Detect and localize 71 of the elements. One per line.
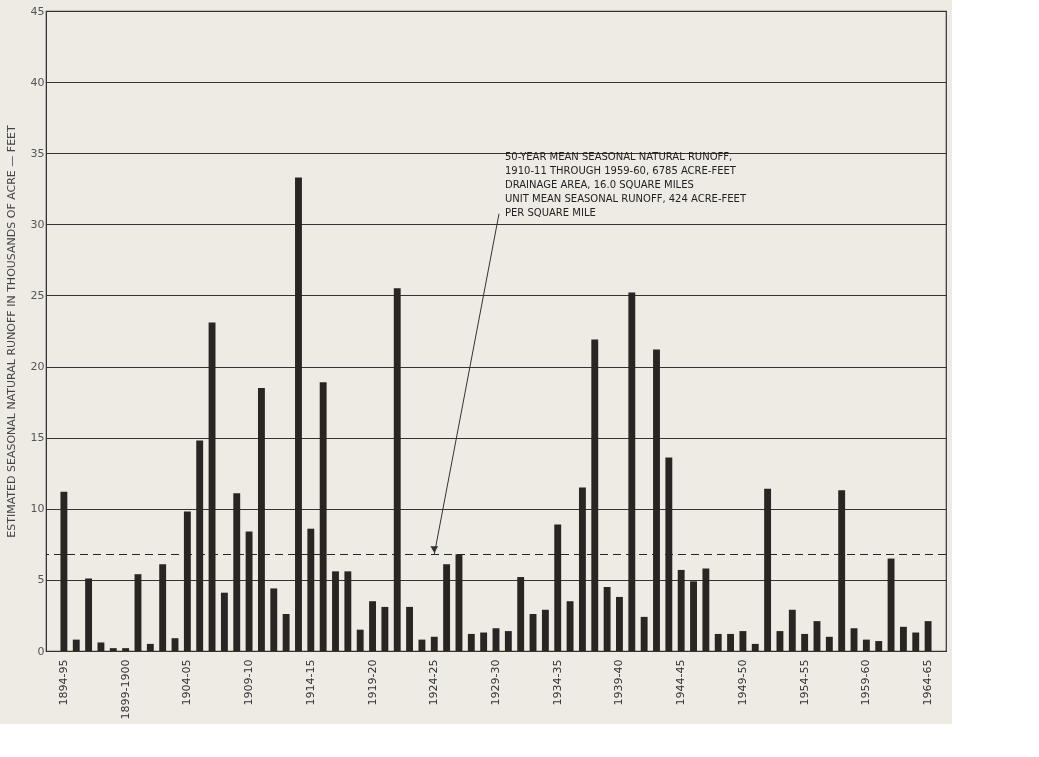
bar bbox=[690, 581, 697, 651]
y-tick-label: 45 bbox=[30, 4, 45, 18]
bar bbox=[899, 626, 907, 651]
annotation: 50-YEAR MEAN SEASONAL NATURAL RUNOFF, 1910-11 THROUGH 1959-60, 6785 ACRE-FEET DRAINAGE AREA, 16.0 SQUARE MILES UNIT MEAN SEASONAL RUNOFF, 424 ACRE-FEET PER SQUARE MILE bbox=[505, 150, 747, 218]
x-tick-label: 1919-20 bbox=[365, 659, 379, 706]
bar bbox=[517, 577, 525, 651]
x-tick-label: 1944-45 bbox=[674, 659, 688, 706]
bar bbox=[418, 639, 426, 651]
bar bbox=[159, 564, 167, 651]
bar bbox=[406, 606, 414, 651]
y-tick-label: 25 bbox=[30, 288, 45, 302]
bar bbox=[788, 609, 796, 651]
bar bbox=[751, 643, 759, 651]
bar bbox=[381, 606, 389, 651]
bar bbox=[220, 592, 228, 651]
bar bbox=[801, 633, 809, 651]
y-tick-label: 10 bbox=[30, 502, 45, 516]
bar bbox=[467, 633, 475, 651]
bar bbox=[924, 621, 932, 651]
x-tick-label: 1894-95 bbox=[56, 659, 70, 706]
bar bbox=[825, 636, 833, 651]
bar bbox=[504, 631, 512, 651]
bar bbox=[430, 636, 438, 651]
bar bbox=[282, 614, 290, 651]
bar bbox=[85, 578, 93, 651]
x-tick-label: 1954-55 bbox=[797, 659, 811, 706]
x-tick-label: 1914-15 bbox=[303, 659, 317, 706]
x-tick-label: 1959-60 bbox=[859, 659, 873, 706]
y-tick-label: 40 bbox=[30, 75, 45, 89]
x-tick-label: 1934-35 bbox=[550, 659, 564, 706]
bar bbox=[344, 571, 352, 651]
y-tick-label: 30 bbox=[30, 217, 45, 231]
bar bbox=[875, 641, 883, 651]
bar bbox=[109, 648, 117, 651]
bar bbox=[603, 587, 611, 651]
bar bbox=[566, 601, 574, 651]
x-tick-label: 1929-30 bbox=[489, 659, 502, 706]
bar bbox=[727, 633, 735, 651]
bar bbox=[714, 633, 722, 651]
y-tick-label: 5 bbox=[37, 573, 45, 587]
x-tick-label: 1899-1900 bbox=[118, 659, 132, 720]
bar bbox=[270, 588, 278, 651]
bar bbox=[480, 632, 488, 651]
bar bbox=[702, 568, 710, 651]
bar bbox=[541, 609, 549, 651]
bar bbox=[369, 601, 376, 651]
bar bbox=[122, 648, 130, 651]
bar bbox=[912, 632, 920, 651]
bar bbox=[677, 569, 685, 651]
x-tick-label: 1964-65 bbox=[921, 659, 935, 706]
bar bbox=[72, 639, 80, 651]
x-tick-label: 1924-25 bbox=[427, 659, 441, 706]
bar bbox=[862, 639, 870, 651]
y-tick-label: 15 bbox=[30, 431, 45, 445]
y-tick-label: 20 bbox=[30, 360, 45, 374]
bar bbox=[146, 643, 154, 651]
y-tick-label: 0 bbox=[37, 644, 45, 658]
x-tick-label: 1949-50 bbox=[735, 659, 749, 706]
bar bbox=[332, 571, 339, 651]
bar bbox=[739, 631, 747, 651]
y-axis-title: ESTIMATED SEASONAL NATURAL RUNOFF IN THOUSANDS OF ACRE — FEET bbox=[4, 124, 18, 538]
x-tick-label: 1909-10 bbox=[242, 659, 256, 706]
bar bbox=[356, 629, 364, 651]
bar bbox=[97, 642, 105, 651]
bar bbox=[443, 564, 451, 651]
x-tick-label: 1904-05 bbox=[180, 659, 194, 706]
bar bbox=[640, 616, 648, 651]
y-tick-label: 35 bbox=[30, 146, 45, 160]
x-tick-label: 1939-40 bbox=[612, 659, 626, 706]
bar bbox=[887, 558, 895, 651]
bar bbox=[616, 596, 623, 651]
